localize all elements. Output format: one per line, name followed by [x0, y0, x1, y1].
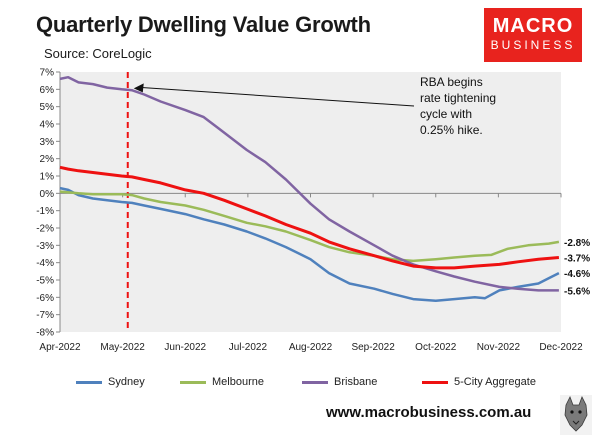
series-line-5-city-aggregate — [59, 165, 560, 270]
series-line-melbourne — [59, 190, 560, 263]
end-label-brisbane: -5.6% — [564, 286, 590, 297]
end-label-melbourne: -2.8% — [564, 238, 590, 249]
legend-label-sydney: Sydney — [108, 376, 145, 388]
x-tick-label: Aug-2022 — [289, 342, 333, 353]
series-line-brisbane — [59, 75, 559, 292]
legend-swatch-sydney — [76, 380, 102, 384]
annotation-text-line: cycle with — [420, 107, 472, 121]
y-tick-label: -1% — [36, 206, 54, 217]
y-tick-label: 6% — [40, 85, 55, 96]
x-tick-label: May-2022 — [100, 342, 145, 353]
legend-item-aggregate: 5-City Aggregate — [422, 376, 536, 388]
logo-line-1: MACRO — [492, 15, 574, 37]
y-tick-label: 4% — [40, 120, 55, 131]
legend-label-aggregate: 5-City Aggregate — [454, 376, 536, 388]
legend-item-melbourne: Melbourne — [180, 376, 264, 388]
legend-label-melbourne: Melbourne — [212, 376, 264, 388]
legend-swatch-melbourne — [180, 380, 206, 384]
legend-swatch-aggregate — [422, 380, 448, 384]
y-tick-label: 7% — [40, 68, 55, 79]
y-tick-label: 3% — [40, 137, 55, 148]
y-tick-label: 1% — [40, 172, 55, 183]
annotation-text-line: rate tightening — [420, 91, 496, 105]
annotation-text-line: 0.25% hike. — [420, 123, 483, 137]
y-tick-label: 0% — [40, 189, 55, 200]
y-tick-label: -4% — [36, 258, 54, 269]
annotation-text-line: RBA begins — [420, 75, 483, 89]
end-label-5-city-aggregate: -3.7% — [564, 253, 590, 264]
x-tick-label: Apr-2022 — [39, 342, 81, 353]
y-tick-label: -6% — [36, 293, 54, 304]
end-label-sydney: -4.6% — [564, 269, 590, 280]
legend-swatch-brisbane — [302, 380, 328, 384]
y-tick-label: 5% — [40, 102, 55, 113]
annotation-arrow-line — [139, 86, 415, 107]
y-tick-label: 2% — [40, 154, 55, 165]
y-tick-label: -5% — [36, 276, 54, 287]
annotation-arrowhead — [133, 83, 144, 93]
legend-item-sydney: Sydney — [76, 376, 145, 388]
y-tick-label: -3% — [36, 241, 54, 252]
x-tick-label: Oct-2022 — [415, 342, 457, 353]
series-line-sydney — [59, 186, 560, 303]
x-tick-label: Jul-2022 — [229, 342, 268, 353]
wolf-logo-icon — [560, 395, 592, 435]
y-tick-label: -2% — [36, 224, 54, 235]
y-tick-label: -7% — [36, 310, 54, 321]
x-tick-label: Nov-2022 — [477, 342, 521, 353]
macrobusiness-logo: MACRO BUSINESS — [484, 8, 582, 62]
legend-item-brisbane: Brisbane — [302, 376, 377, 388]
chart-legend: Sydney Melbourne Brisbane 5-City Aggrega… — [70, 376, 570, 392]
website-url: www.macrobusiness.com.au — [326, 404, 532, 421]
legend-label-brisbane: Brisbane — [334, 376, 378, 388]
y-tick-label: -8% — [36, 328, 54, 339]
x-tick-label: Sep-2022 — [351, 342, 395, 353]
x-tick-label: Dec-2022 — [539, 342, 583, 353]
chart-title: Quarterly Dwelling Value Growth — [36, 12, 371, 37]
chart-source: Source: CoreLogic — [44, 46, 152, 61]
logo-line-2: BUSINESS — [490, 38, 576, 52]
x-tick-label: Jun-2022 — [164, 342, 206, 353]
